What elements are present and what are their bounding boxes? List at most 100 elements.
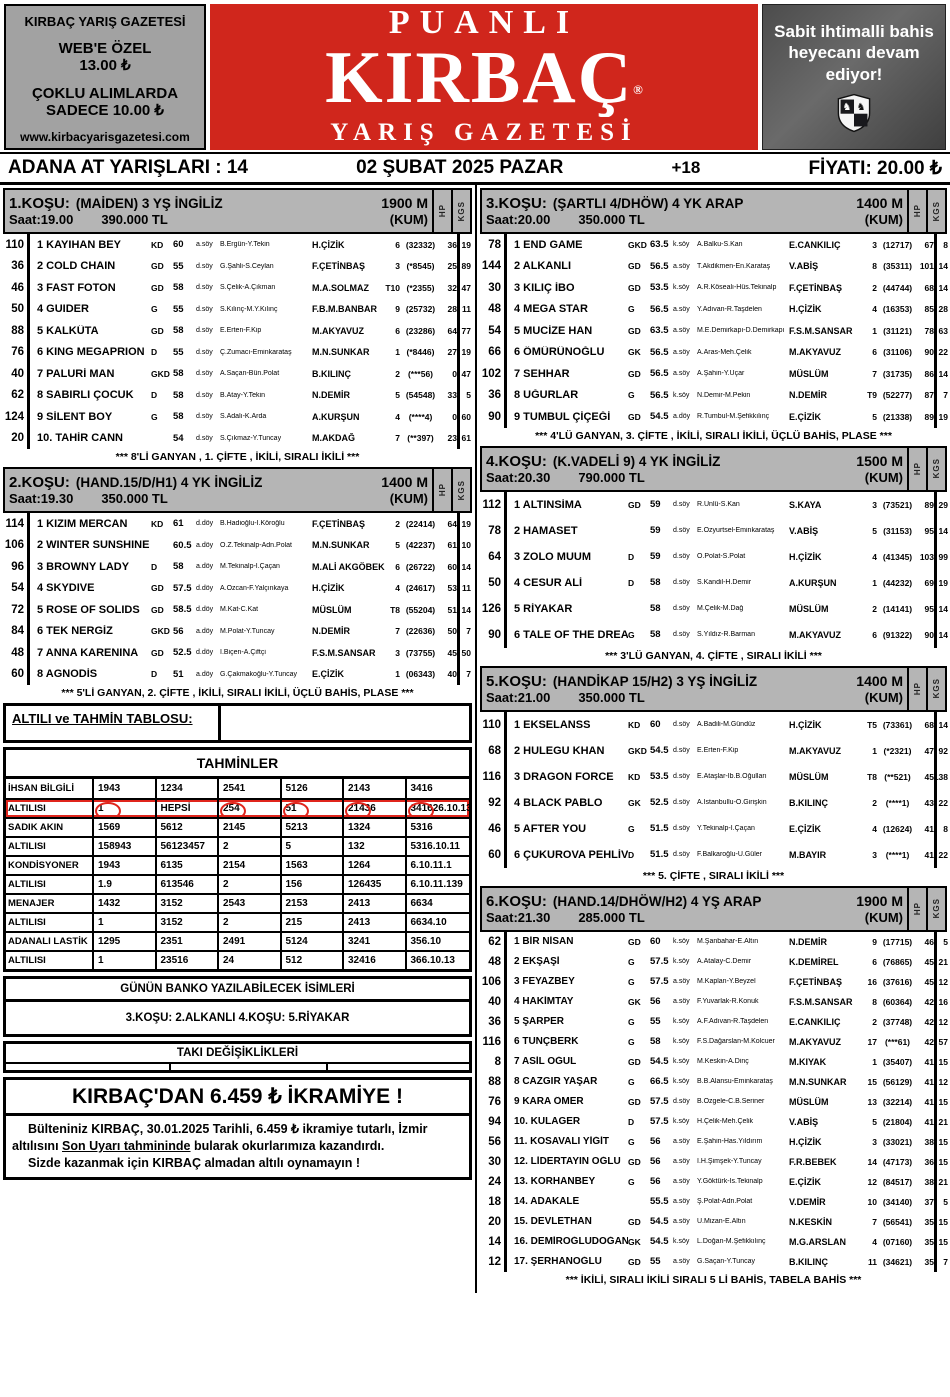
banko-box: GÜNÜN BANKO YAZILABİLECEK İSİMLERİ 3.KOŞ… <box>3 976 472 1037</box>
horse-equipment: GD <box>628 499 641 510</box>
owner-trainer: İ.H.Şimşek-Y.Tuncay <box>697 1158 762 1165</box>
jockey-name: A.KURŞUN <box>789 577 837 588</box>
jockey-name: F.S.M.SANSAR <box>312 647 376 658</box>
race-distance: 1400 M <box>856 672 903 689</box>
horse-name: 9 SİLENT BOY <box>37 410 113 423</box>
horse-equipment: G <box>628 390 635 401</box>
kgs-value: 138 <box>934 763 949 790</box>
hp-value: 35 <box>924 1216 934 1227</box>
kgs-column-header: KGS <box>926 667 945 710</box>
kgs-value: 14 <box>934 517 949 544</box>
horse-row: 62 1 BİR NİSAN GD 60 k.söy M.Şanbahar-E.… <box>480 931 948 952</box>
horse-weight: 58 <box>650 1036 661 1047</box>
tip-cell-race1: 1 <box>94 914 157 931</box>
jockey-name: MÜSLÜM <box>312 604 352 615</box>
horse-points: 76 <box>480 1091 507 1112</box>
horse-equipment: GKD <box>151 626 170 637</box>
horse-weight: 58 <box>173 282 184 294</box>
tip-cell-race4: 5126 <box>282 779 344 798</box>
jockey-name: V.DEMİR <box>789 1196 826 1207</box>
form-figures: (56129) <box>882 1076 913 1087</box>
jockey-name: M.AKYAVUZ <box>789 629 842 640</box>
form-figures: (41345) <box>882 551 913 562</box>
horse-row: 114 1 KIZIM MERCAN KD 61 d.döy B.Hadioğl… <box>3 513 472 535</box>
hp-value: 42 <box>924 996 934 1007</box>
logo: PUANLI KIRBAÇ® YARIŞ GAZETESİ <box>210 4 758 150</box>
svg-text:♞: ♞ <box>857 102 866 113</box>
horse-row: 110 1 EKSELANSS KD 60 d.söy A.Badili-M.G… <box>480 711 949 738</box>
horse-coat-code: a.söy <box>673 1178 690 1185</box>
horse-coat-code: a.söy <box>673 1258 690 1265</box>
tip-cell-race3: 24 <box>219 952 282 969</box>
tip-cell-race6: 356.10 <box>410 936 442 947</box>
horse-weight: 58 <box>650 629 661 640</box>
tip-cell-race3: 2 <box>219 838 282 855</box>
jockey-name: F.S.M.SANSAR <box>789 325 853 336</box>
hp-column-header: HP <box>907 190 926 232</box>
horse-equipment: D <box>628 577 635 588</box>
start-box: 9 <box>872 936 877 947</box>
race-prize: 350.000 TL <box>578 689 645 705</box>
horse-coat-code: k.söy <box>673 1058 690 1065</box>
form-figures: (32214) <box>882 1096 913 1107</box>
horse-points: 48 <box>480 298 507 320</box>
tipster-row: ADANALI LASTİK 1295 2351 2491 5124 3241 … <box>6 931 469 950</box>
tahminler-table: İHSAN BİLGİLİ 1943 1234 2541 5126 2143 3… <box>6 779 469 969</box>
start-box: 2 <box>872 1016 877 1027</box>
start-box: 4 <box>395 583 400 594</box>
horse-coat-code: a.söy <box>673 305 690 313</box>
jockey-name: B.KILINÇ <box>789 1256 828 1267</box>
horse-row: 88 5 KALKÜTA GD 58 d.söy E.Erten-F.Kip M… <box>3 320 472 342</box>
horse-coat-code: a.söy <box>673 1218 690 1225</box>
owner-trainer: S.Çelik-A.Çıkman <box>220 284 276 292</box>
owner-trainer: M.Polat-Y.Tuncay <box>220 627 275 635</box>
race-distance: 1900 M <box>856 892 903 909</box>
start-box: 3 <box>872 1136 877 1147</box>
horse-name: 4 HAKİMTAY <box>514 996 574 1007</box>
race-header: 6.KOŞU: (HAND.14/DHÖW/H2) 4 YŞ ARAP 1900… <box>480 885 947 932</box>
start-box: 8 <box>872 261 877 272</box>
kgs-value: 5 <box>934 1191 949 1212</box>
horse-equipment: G <box>628 976 635 987</box>
horse-row: 48 4 MEGA STAR G 56.5 a.söy Y.Adıvan-R.T… <box>480 298 948 320</box>
kgs-value: 19 <box>457 341 472 363</box>
tip-cell-race6: 5316.10.11 <box>410 841 461 852</box>
horse-row: 92 4 BLACK PABLO GK 52.5 d.söy A.İstanbu… <box>480 789 948 816</box>
horse-coat-code: d.söy <box>673 851 690 858</box>
horse-points: 18 <box>480 1191 507 1212</box>
horse-row: 78 2 HAMASET 59 d.söy E.Özyurtsel-Eminka… <box>480 517 949 544</box>
kgs-value: 19 <box>457 513 472 535</box>
ikramiye-underline: Son Uyarı tahmininde <box>62 1138 191 1153</box>
hp-value: 0 <box>452 411 457 422</box>
race-time: Saat:19.00 <box>9 212 74 227</box>
horse-coat-code: a.döy <box>196 563 214 571</box>
form-figures: (54548) <box>405 390 436 401</box>
kgs-value: 22 <box>934 341 949 363</box>
jockey-name: V.ABİŞ <box>789 261 819 272</box>
start-box: 7 <box>395 433 400 444</box>
tip-cell-race1: 1 <box>94 952 157 969</box>
horse-weight: 60.5 <box>173 539 192 551</box>
jockey-name: B.KILINÇ <box>789 797 828 808</box>
owner-trainer: M.Tekinalp-İ.Çaçan <box>220 563 280 571</box>
horse-coat-code: a.söy <box>673 327 690 335</box>
jockey-name: F.B.M.BANBAR <box>312 304 377 315</box>
logo-kirbac: KIRBAÇ® <box>325 37 643 120</box>
form-figures: (60364) <box>882 996 913 1007</box>
kgs-value: 14 <box>934 621 949 648</box>
form-figures: (****1) <box>885 797 910 808</box>
horse-name: 16. DEMİROĞLUDOĞAN <box>514 1236 628 1247</box>
right-column: 3.KOŞU: (ŞARTLI 4/DHÖW) 4 YK ARAP 1400 M… <box>475 185 950 1293</box>
horse-equipment: D <box>628 849 635 860</box>
hp-value: 27 <box>447 347 457 358</box>
horse-name: 2 EKŞAŞİ <box>514 956 560 967</box>
horse-points: 30 <box>480 1151 507 1172</box>
race-conditions: (HAND.14/DHÖW/H2) 4 YŞ ARAP <box>552 893 762 909</box>
equipment-change <box>328 1064 469 1070</box>
hp-value: 33 <box>447 390 457 401</box>
kgs-value: 14 <box>934 711 949 738</box>
kgs-value: 12 <box>934 1011 949 1032</box>
horse-row: 36 2 COLD CHAIN GD 55 d.söy G.Şahli-S.Ce… <box>3 255 472 277</box>
hp-value: 90 <box>924 347 934 358</box>
kgs-value: 14 <box>934 595 949 622</box>
